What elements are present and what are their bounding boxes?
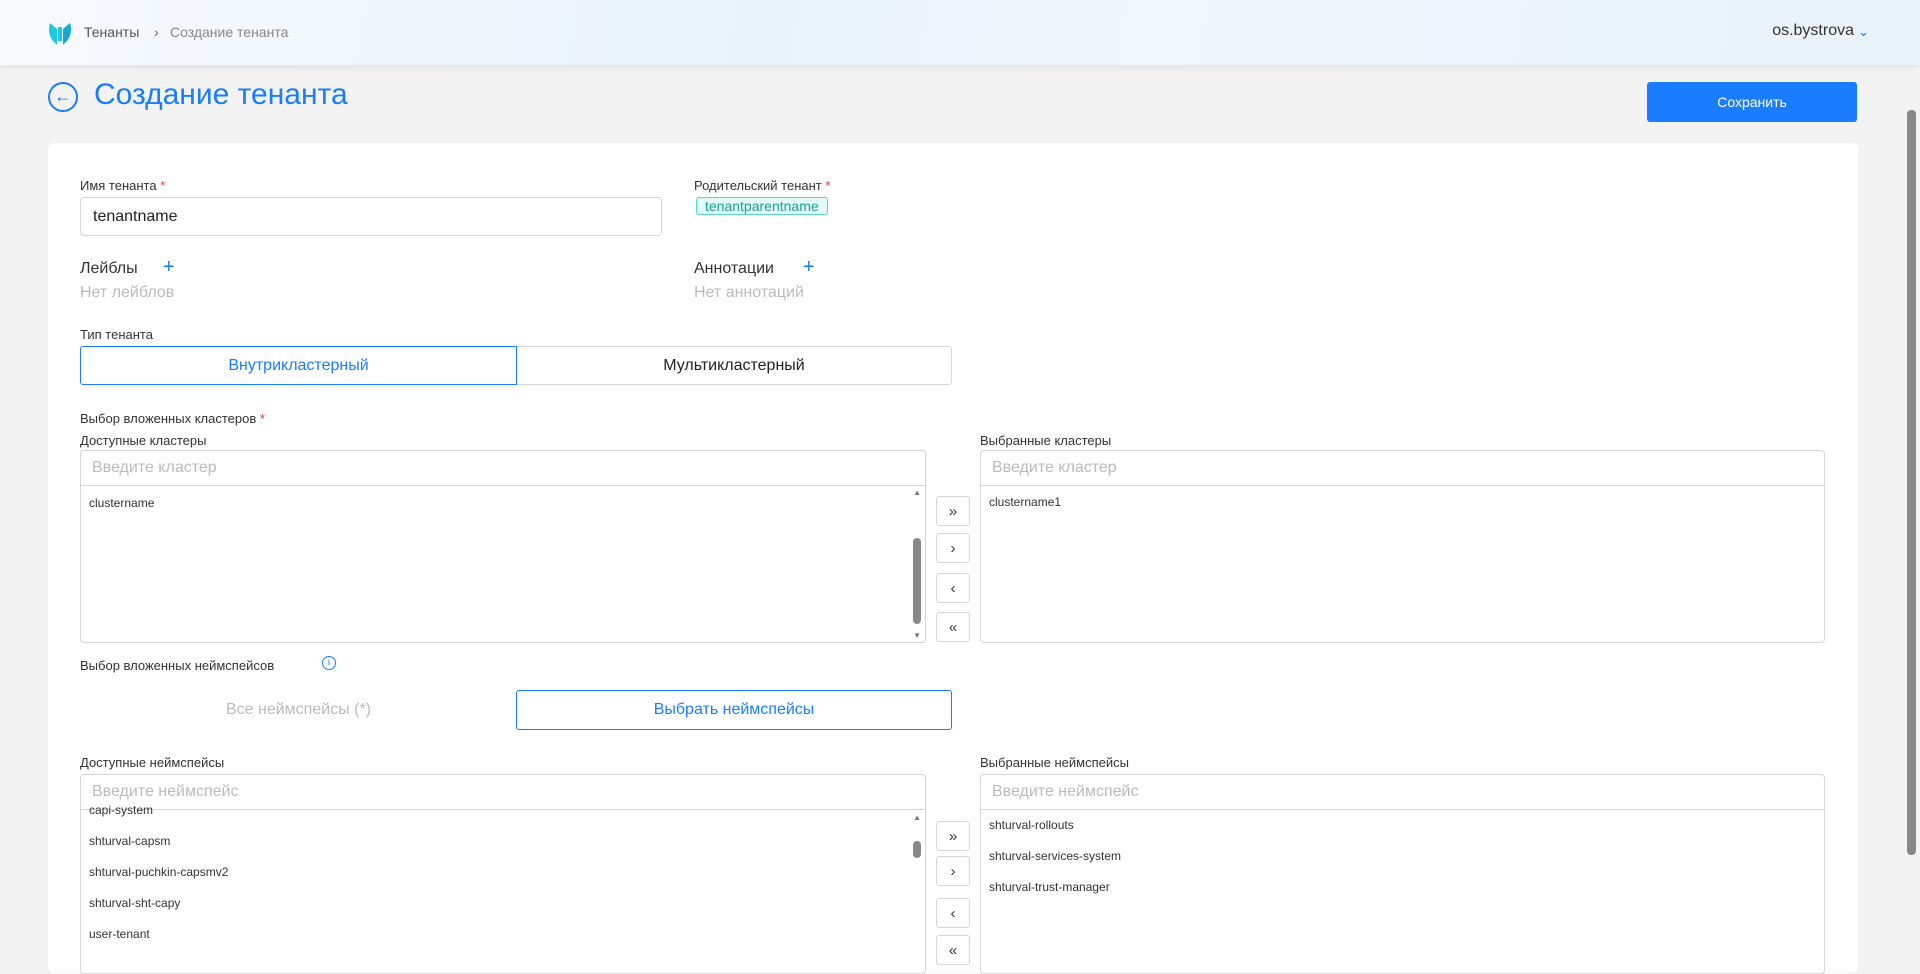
tenant-name-label: Имя тенанта * [80,178,165,193]
user-menu[interactable]: os.bystrova [1772,22,1854,39]
page-title: Создание тенанта [94,78,348,111]
chevron-down-icon[interactable]: ⌄ [1858,24,1869,39]
list-item[interactable]: clustername [89,496,155,510]
move-left-button[interactable]: ‹ [936,573,970,603]
breadcrumb-separator-icon: › [154,24,159,40]
namespaces-label: Выбор вложенных неймспейсов [80,658,275,673]
selected-namespaces-search[interactable]: Введите неймспейс [981,775,1824,810]
info-icon[interactable]: i [322,656,336,670]
breadcrumb-tenants[interactable]: Тенанты [84,24,140,40]
scroll-up-icon[interactable]: ▲ [913,488,921,497]
move-right-button[interactable]: › [936,533,970,563]
scroll-up-icon[interactable]: ▲ [913,813,921,822]
move-all-left-button[interactable]: « [936,935,970,965]
scrollbar[interactable] [913,538,921,624]
annotations-empty: Нет аннотаций [694,284,804,301]
add-annotation-plus-icon[interactable]: + [803,256,815,278]
move-left-button[interactable]: ‹ [936,898,970,928]
labels-empty: Нет лейблов [80,284,175,301]
list-item[interactable]: capi-system [89,803,154,817]
scroll-down-icon[interactable]: ▼ [913,631,921,640]
label-text: Родительский тенант [694,178,822,193]
logo-icon[interactable] [47,19,73,47]
required-mark: * [825,178,831,193]
back-icon[interactable]: ← [48,82,78,112]
parent-tenant-label: Родительский тенант * [694,178,830,193]
scrollbar[interactable] [913,841,921,858]
label-text: Имя тенанта [80,178,157,193]
tenant-type-label: Тип тенанта [80,327,153,342]
tenant-name-input[interactable]: tenantname [80,197,662,236]
parent-tenant-tag: tenantparentname [696,197,828,215]
ns-mode-select[interactable]: Выбрать неймспейсы [516,690,952,730]
move-all-right-button[interactable]: » [936,496,970,526]
page-scrollbar[interactable] [1907,110,1916,855]
annotations-heading: Аннотации [694,260,774,277]
available-clusters-list: Введите кластер clustername ▲ ▼ [80,450,926,643]
move-all-right-button[interactable]: » [936,821,970,851]
ns-mode-all[interactable]: Все неймспейсы (*) [80,690,517,730]
move-right-button[interactable]: › [936,856,970,886]
move-all-left-button[interactable]: « [936,612,970,642]
list-item[interactable]: clustername1 [989,495,1062,509]
list-item[interactable]: user-tenant [89,927,150,941]
selected-namespaces-label: Выбранные неймспейсы [980,755,1129,770]
selected-clusters-label: Выбранные кластеры [980,433,1112,448]
available-namespaces-list: Введите неймспейс capi-system shturval-c… [80,774,926,974]
clusters-label: Выбор вложенных кластеров * [80,411,265,426]
selected-clusters-search[interactable]: Введите кластер [981,451,1824,486]
available-clusters-label: Доступные кластеры [80,433,207,448]
labels-heading: Лейблы [80,260,138,277]
save-button[interactable]: Сохранить [1647,82,1857,122]
top-header: Тенанты › Создание тенанта os.bystrova ⌄ [0,0,1920,65]
label-text: Выбор вложенных кластеров [80,411,257,426]
selected-namespaces-list: Введите неймспейс shturval-rollouts shtu… [980,774,1825,974]
available-namespaces-label: Доступные неймспейсы [80,755,225,770]
list-item[interactable]: shturval-services-system [989,849,1122,863]
available-clusters-search[interactable]: Введите кластер [81,451,925,486]
selected-clusters-list: Введите кластер clustername1 [980,450,1825,643]
list-item[interactable]: shturval-rollouts [989,818,1074,832]
available-namespaces-search[interactable]: Введите неймспейс [81,775,925,810]
list-item[interactable]: shturval-capsm [89,834,171,848]
tenant-type-intracluster[interactable]: Внутрикластерный [80,346,517,385]
tenant-type-multicluster[interactable]: Мультикластерный [516,346,952,385]
list-item[interactable]: shturval-sht-capy [89,896,181,910]
required-mark: * [160,178,166,193]
breadcrumb-current: Создание тенанта [170,24,289,40]
list-item[interactable]: shturval-puchkin-capsmv2 [89,865,229,879]
required-mark: * [259,411,265,426]
list-item[interactable]: shturval-trust-manager [989,880,1110,894]
add-label-plus-icon[interactable]: + [163,256,175,278]
